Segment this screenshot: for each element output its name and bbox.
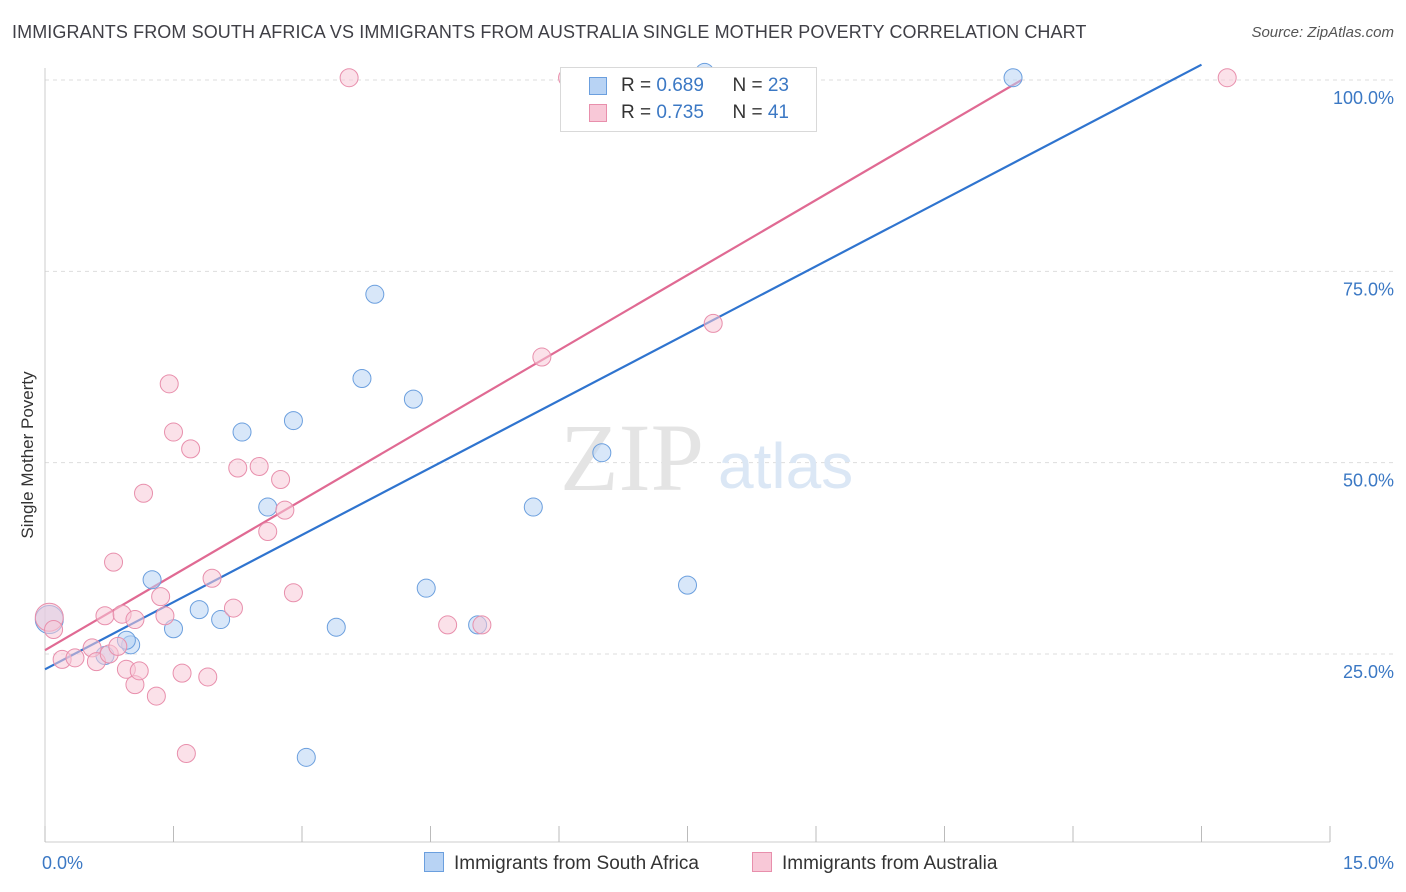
- data-point-blue: [365, 284, 385, 304]
- data-point-pink: [438, 615, 458, 635]
- data-point-pink: [95, 606, 115, 626]
- legend-r-label: R =: [621, 102, 657, 123]
- data-point-pink: [258, 522, 278, 542]
- axes: [44, 68, 1331, 843]
- x-tick-label-max: 15.0%: [1343, 853, 1394, 873]
- trend-line-blue: [44, 63, 1203, 671]
- watermark: ZIP atlas: [560, 404, 853, 511]
- legend-item-australia[interactable]: Immigrants from Australia: [752, 852, 997, 875]
- data-point-pink: [472, 615, 492, 635]
- data-point-pink: [271, 470, 291, 490]
- legend-r-value: 0.689: [656, 75, 704, 96]
- y-tick-label: 50.0%: [1343, 471, 1394, 491]
- data-point-blue: [142, 570, 162, 590]
- legend-n-value: 23: [767, 75, 789, 96]
- trend-line-pink: [44, 79, 1023, 652]
- chart-title: IMMIGRANTS FROM SOUTH AFRICA VS IMMIGRAN…: [12, 22, 1087, 42]
- x-tick-label-min: 0.0%: [42, 853, 83, 873]
- data-point-pink: [249, 456, 269, 476]
- data-point-pink: [283, 583, 303, 603]
- legend-swatch-pink: [589, 104, 607, 122]
- data-point-pink: [703, 313, 723, 333]
- data-point-blue: [296, 747, 316, 767]
- legend-label-south-africa: Immigrants from South Africa: [454, 853, 699, 874]
- data-point-pink: [129, 661, 149, 681]
- data-point-blue: [523, 497, 543, 517]
- legend-n-label: N =: [732, 75, 768, 96]
- data-point-pink: [65, 648, 85, 668]
- data-point-blue: [283, 411, 303, 431]
- data-point-pink: [181, 439, 201, 459]
- data-point-blue: [592, 443, 612, 463]
- data-point-pink: [339, 68, 359, 88]
- legend-r-label: R =: [621, 75, 657, 96]
- data-point-pink: [134, 483, 154, 503]
- data-point-blue: [258, 497, 278, 517]
- y-tick-label: 100.0%: [1333, 88, 1394, 108]
- gridlines: [45, 79, 1394, 655]
- data-point-pink: [104, 552, 124, 572]
- data-point-blue: [326, 617, 346, 637]
- legend-item-south-africa[interactable]: Immigrants from South Africa: [424, 852, 699, 875]
- y-tick-labels: 25.0% 50.0% 75.0% 100.0%: [1333, 88, 1394, 682]
- data-point-pink: [532, 347, 552, 367]
- legend-swatch-blue: [424, 852, 444, 872]
- y-tick-label: 25.0%: [1343, 662, 1394, 682]
- data-point-pink: [159, 374, 179, 394]
- data-point-pink: [228, 458, 248, 478]
- data-point-blue: [352, 368, 372, 388]
- legend-swatch-blue: [589, 77, 607, 95]
- data-point-blue: [189, 600, 209, 620]
- watermark-atlas: atlas: [718, 430, 853, 502]
- data-point-pink: [275, 500, 295, 520]
- legend-n-value: 41: [767, 102, 789, 123]
- data-point-blue: [678, 575, 697, 595]
- data-point-pink: [223, 598, 243, 618]
- data-point-pink: [151, 587, 171, 607]
- data-point-pink: [176, 743, 196, 763]
- trend-lines: [44, 63, 1203, 671]
- data-point-blue: [232, 422, 252, 442]
- data-point-pink: [202, 568, 222, 588]
- legend-r-value: 0.735: [656, 102, 704, 123]
- y-tick-label: 75.0%: [1343, 279, 1394, 299]
- data-points: [34, 62, 1237, 767]
- legend-n-label: N =: [732, 102, 768, 123]
- data-point-pink: [1217, 68, 1237, 88]
- data-point-pink: [164, 422, 183, 442]
- data-point-pink: [172, 663, 192, 683]
- data-point-blue: [211, 610, 231, 630]
- data-point-blue: [1003, 68, 1023, 88]
- legend-stats: R = 0.689 N = 23 R = 0.735 N = 41: [560, 67, 817, 132]
- legend-swatch-pink: [752, 852, 772, 872]
- y-axis-label: Single Mother Poverty: [18, 371, 37, 539]
- data-point-pink: [146, 686, 166, 706]
- source-label: Source: ZipAtlas.com: [1251, 24, 1394, 41]
- legend-label-australia: Immigrants from Australia: [782, 853, 998, 874]
- data-point-pink: [155, 606, 175, 626]
- data-point-pink: [44, 620, 64, 640]
- data-point-pink: [125, 610, 145, 630]
- data-point-pink: [198, 667, 218, 687]
- data-point-blue: [416, 578, 436, 598]
- data-point-blue: [403, 389, 423, 409]
- watermark-zip: ZIP: [560, 404, 704, 511]
- data-point-pink: [108, 636, 128, 656]
